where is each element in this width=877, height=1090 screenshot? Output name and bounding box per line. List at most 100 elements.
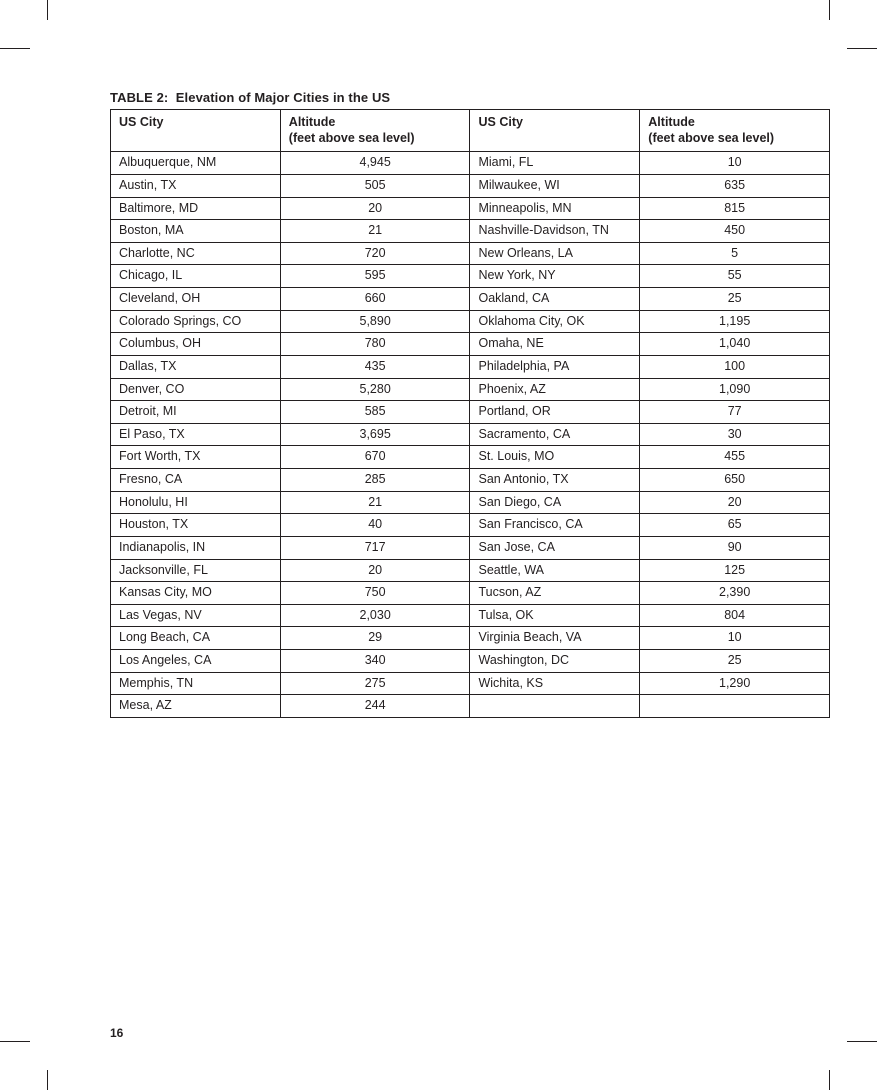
city-cell: Las Vegas, NV [111, 604, 281, 627]
city-cell: Philadelphia, PA [470, 355, 640, 378]
elevation-table: US City Altitude (feet above sea level) … [110, 109, 830, 718]
table-caption: TABLE 2: Elevation of Major Cities in th… [110, 90, 827, 105]
page-number: 16 [110, 1026, 123, 1040]
altitude-cell: 720 [280, 242, 470, 265]
table-row: Columbus, OH780Omaha, NE1,040 [111, 333, 830, 356]
city-cell: Colorado Springs, CO [111, 310, 281, 333]
altitude-cell: 5,280 [280, 378, 470, 401]
city-cell: Oakland, CA [470, 288, 640, 311]
city-cell: Sacramento, CA [470, 423, 640, 446]
city-cell: Minneapolis, MN [470, 197, 640, 220]
city-cell: Virginia Beach, VA [470, 627, 640, 650]
city-cell: New Orleans, LA [470, 242, 640, 265]
altitude-cell: 20 [280, 559, 470, 582]
table-row: Boston, MA21Nashville-Davidson, TN450 [111, 220, 830, 243]
city-cell: Phoenix, AZ [470, 378, 640, 401]
table-caption-text: Elevation of Major Cities in the US [176, 90, 390, 105]
header-alt-line2: (feet above sea level) [648, 131, 774, 145]
table-header-row: US City Altitude (feet above sea level) … [111, 110, 830, 152]
city-cell: Chicago, IL [111, 265, 281, 288]
altitude-cell: 100 [640, 355, 830, 378]
city-cell: Denver, CO [111, 378, 281, 401]
city-cell: Baltimore, MD [111, 197, 281, 220]
city-cell: Charlotte, NC [111, 242, 281, 265]
altitude-cell: 717 [280, 536, 470, 559]
col-header-city: US City [111, 110, 281, 152]
table-row: Detroit, MI585Portland, OR77 [111, 401, 830, 424]
altitude-cell: 10 [640, 627, 830, 650]
altitude-cell: 635 [640, 174, 830, 197]
table-row: Indianapolis, IN717San Jose, CA90 [111, 536, 830, 559]
altitude-cell: 21 [280, 220, 470, 243]
altitude-cell: 25 [640, 650, 830, 673]
altitude-cell: 815 [640, 197, 830, 220]
header-alt-line1: Altitude [648, 115, 695, 129]
city-cell: Portland, OR [470, 401, 640, 424]
altitude-cell: 450 [640, 220, 830, 243]
city-cell: Seattle, WA [470, 559, 640, 582]
altitude-cell: 1,040 [640, 333, 830, 356]
city-cell: Wichita, KS [470, 672, 640, 695]
altitude-cell: 2,030 [280, 604, 470, 627]
table-row: Baltimore, MD20Minneapolis, MN815 [111, 197, 830, 220]
city-cell: Miami, FL [470, 152, 640, 175]
city-cell: Tulsa, OK [470, 604, 640, 627]
city-cell: San Diego, CA [470, 491, 640, 514]
city-cell: St. Louis, MO [470, 446, 640, 469]
table-row: Cleveland, OH660Oakland, CA25 [111, 288, 830, 311]
altitude-cell: 595 [280, 265, 470, 288]
table-row: Albuquerque, NM4,945Miami, FL10 [111, 152, 830, 175]
altitude-cell: 4,945 [280, 152, 470, 175]
altitude-cell: 804 [640, 604, 830, 627]
header-alt-line2: (feet above sea level) [289, 131, 415, 145]
table-row: Las Vegas, NV2,030Tulsa, OK804 [111, 604, 830, 627]
city-cell: Austin, TX [111, 174, 281, 197]
altitude-cell: 5,890 [280, 310, 470, 333]
city-cell: Memphis, TN [111, 672, 281, 695]
table-row: Chicago, IL595New York, NY55 [111, 265, 830, 288]
table-row: Denver, CO5,280Phoenix, AZ1,090 [111, 378, 830, 401]
city-cell: El Paso, TX [111, 423, 281, 446]
altitude-cell: 20 [280, 197, 470, 220]
altitude-cell: 750 [280, 582, 470, 605]
city-cell: San Francisco, CA [470, 514, 640, 537]
city-cell: Albuquerque, NM [111, 152, 281, 175]
city-cell: San Jose, CA [470, 536, 640, 559]
table-row: Charlotte, NC720New Orleans, LA5 [111, 242, 830, 265]
city-cell: Long Beach, CA [111, 627, 281, 650]
header-city-label: US City [478, 115, 522, 129]
table-row: Fort Worth, TX670St. Louis, MO455 [111, 446, 830, 469]
altitude-cell: 40 [280, 514, 470, 537]
table-row: Honolulu, HI21San Diego, CA20 [111, 491, 830, 514]
city-cell: San Antonio, TX [470, 469, 640, 492]
city-cell: Kansas City, MO [111, 582, 281, 605]
header-city-label: US City [119, 115, 163, 129]
col-header-altitude: Altitude (feet above sea level) [280, 110, 470, 152]
city-cell: Jacksonville, FL [111, 559, 281, 582]
col-header-altitude: Altitude (feet above sea level) [640, 110, 830, 152]
city-cell: Omaha, NE [470, 333, 640, 356]
table-row: Los Angeles, CA340Washington, DC25 [111, 650, 830, 673]
altitude-cell: 21 [280, 491, 470, 514]
altitude-cell: 25 [640, 288, 830, 311]
table-row: Jacksonville, FL20Seattle, WA125 [111, 559, 830, 582]
altitude-cell: 90 [640, 536, 830, 559]
altitude-cell: 435 [280, 355, 470, 378]
city-cell: Cleveland, OH [111, 288, 281, 311]
altitude-cell: 650 [640, 469, 830, 492]
header-alt-line1: Altitude [289, 115, 336, 129]
city-cell: Los Angeles, CA [111, 650, 281, 673]
page-content: TABLE 2: Elevation of Major Cities in th… [0, 0, 877, 1090]
altitude-cell: 3,695 [280, 423, 470, 446]
altitude-cell: 10 [640, 152, 830, 175]
city-cell: Columbus, OH [111, 333, 281, 356]
table-row: Colorado Springs, CO5,890Oklahoma City, … [111, 310, 830, 333]
altitude-cell: 55 [640, 265, 830, 288]
city-cell: Honolulu, HI [111, 491, 281, 514]
altitude-cell [640, 695, 830, 718]
altitude-cell: 125 [640, 559, 830, 582]
city-cell: Detroit, MI [111, 401, 281, 424]
city-cell: Mesa, AZ [111, 695, 281, 718]
table-row: El Paso, TX3,695Sacramento, CA30 [111, 423, 830, 446]
altitude-cell: 5 [640, 242, 830, 265]
